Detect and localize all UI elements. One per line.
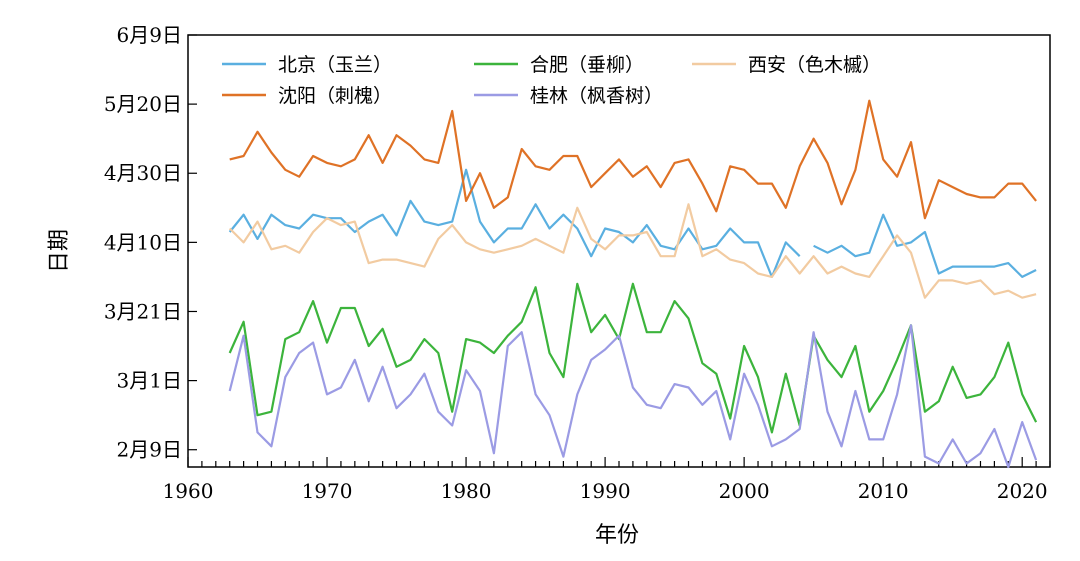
legend-label: 桂林（枫香树）	[530, 85, 663, 107]
y-tick-label: 6月9日	[117, 23, 182, 47]
x-tick-label: 1990	[580, 479, 631, 503]
y-tick-label: 3月21日	[104, 299, 182, 323]
y-axis: 2月9日 3月1日 3月21日 4月10日 4月30日 5月20日 6月9日	[104, 23, 197, 462]
x-tick-label: 1970	[302, 479, 353, 503]
series-line-2	[228, 282, 1038, 434]
series-line-4	[229, 99, 1037, 220]
legend: 北京（玉兰） 合肥（垂柳） 西安（色木槭） 沈阳（刺槐） 桂林（枫香树）	[222, 54, 881, 107]
x-tick-label: 2000	[719, 479, 770, 503]
y-tick-label: 2月9日	[117, 438, 182, 462]
series-line-5	[228, 324, 1038, 469]
x-axis-title: 年份	[595, 523, 639, 548]
x-tick-label: 1960	[163, 479, 214, 503]
y-tick-label: 5月20日	[104, 92, 182, 116]
x-axis: 1960 1970 1980 1990 2000 2010 2020	[163, 457, 1051, 503]
x-tick-label: 2020	[997, 479, 1048, 503]
y-tick-label: 4月10日	[104, 230, 182, 254]
series-line-1	[228, 168, 801, 278]
legend-label: 合肥（垂柳）	[530, 54, 644, 76]
legend-label: 北京（玉兰）	[278, 54, 392, 76]
legend-label: 沈阳（刺槐）	[278, 85, 392, 107]
series-line-1	[813, 213, 1037, 278]
y-tick-label: 3月1日	[117, 369, 182, 393]
legend-label: 西安（色木槭）	[748, 54, 881, 76]
series-lines	[228, 99, 1038, 469]
y-axis-title: 日期	[47, 229, 72, 273]
y-tick-label: 4月30日	[104, 161, 182, 185]
x-tick-label: 2010	[858, 479, 909, 503]
series-line-3	[228, 203, 1037, 299]
x-tick-label: 1980	[441, 479, 492, 503]
